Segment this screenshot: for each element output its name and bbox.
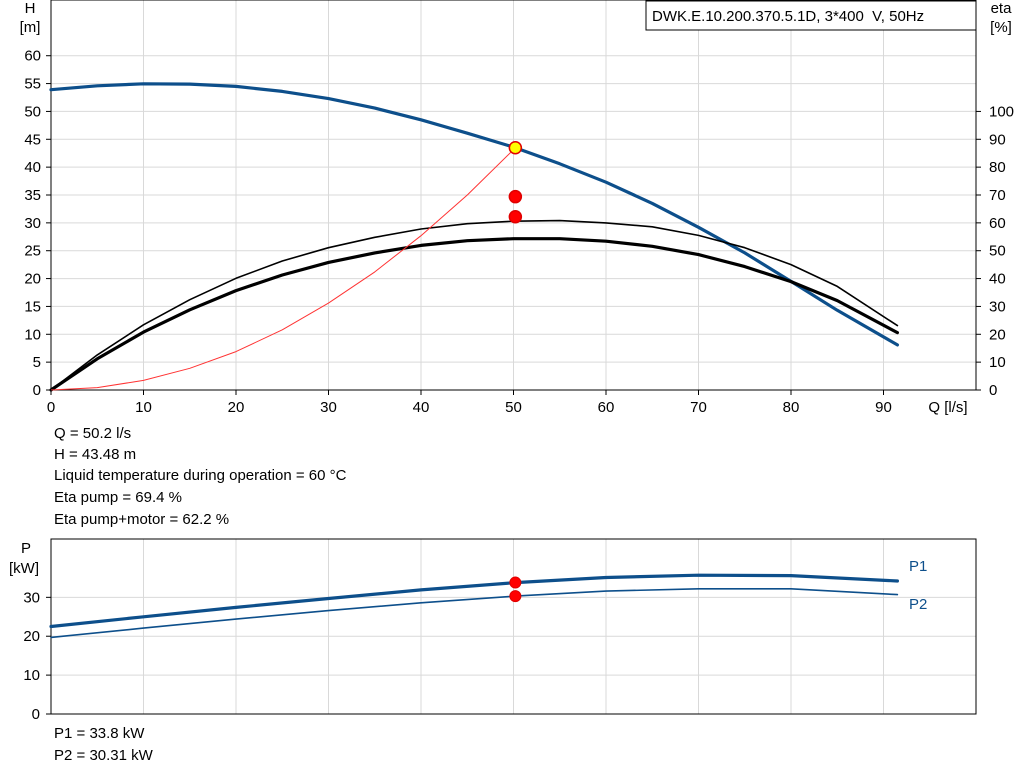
info-p2: P2 = 30.31 kW	[54, 747, 153, 764]
power-y-axis-label: P	[21, 540, 31, 557]
y2-tick-label: 80	[989, 159, 1006, 176]
x-tick-label: 70	[690, 399, 707, 416]
x-tick-label: 50	[505, 399, 522, 416]
x-tick-label: 80	[783, 399, 800, 416]
info-h: H = 43.48 m	[54, 446, 137, 463]
duty-point-p2	[509, 590, 522, 603]
y-tick-label: 20	[24, 271, 41, 288]
system-curve	[50, 147, 516, 391]
info-eta-pump-motor: Eta pump+motor = 62.2 %	[54, 511, 230, 528]
y-axis-unit: [m]	[20, 19, 41, 36]
y2-tick-label: 10	[989, 354, 1006, 371]
duty-point-p1	[509, 576, 522, 589]
power-y-tick-label: 20	[23, 628, 40, 645]
pump-performance-chart: 0 10 20 30 40 50 60 70 80 90 0 5 10 15 20 25 30 35 40 45 50 5…	[20, 0, 1014, 416]
y2-tick-label: 30	[989, 298, 1006, 315]
y-tick-label: 10	[24, 326, 41, 343]
legend-p2: P2	[909, 596, 927, 613]
duty-point-head	[508, 141, 523, 155]
x-axis-label: Q [l/s]	[928, 399, 967, 416]
duty-point-eta-pump-motor	[508, 209, 523, 224]
power-y-axis-unit: [kW]	[9, 560, 39, 577]
info-eta-pump: Eta pump = 69.4 %	[54, 489, 182, 506]
y-tick-label: 35	[24, 187, 41, 204]
power-duty-points	[509, 576, 522, 603]
info-liquid-temp: Liquid temperature during operation = 60…	[54, 467, 347, 484]
p1-curve	[49, 573, 899, 629]
y-tick-label: 5	[33, 354, 41, 371]
y2-tick-label: 100	[989, 103, 1014, 120]
y2-tick-label: 90	[989, 131, 1006, 148]
eta-pump-curve	[50, 219, 899, 391]
x-tick-label: 90	[875, 399, 892, 416]
y-tick-label: 25	[24, 243, 41, 260]
chart-title-box	[645, 0, 977, 31]
y2-tick-label: 50	[989, 243, 1006, 260]
y2-tick-label: 0	[989, 382, 997, 399]
y-tick-label: 50	[24, 103, 41, 120]
y-axis-label: H	[25, 0, 36, 17]
power-y-tick-label: 10	[23, 667, 40, 684]
y2-axis-label: eta	[991, 0, 1013, 17]
power-grid	[51, 539, 976, 714]
power-chart: 0 10 20 30 P [kW] P1 P2	[9, 538, 977, 720]
x-tick-label: 0	[47, 399, 55, 416]
chart-title: DWK.E.10.200.370.5.1D, 3*400 V, 50Hz	[652, 8, 924, 25]
y2-tick-label: 60	[989, 215, 1006, 232]
y-tick-label: 15	[24, 298, 41, 315]
x-tick-label: 40	[413, 399, 430, 416]
main-series-group	[49, 82, 899, 392]
y-tick-label: 45	[24, 131, 41, 148]
y-tick-label: 40	[24, 159, 41, 176]
power-tick-labels: 0 10 20 30	[23, 589, 51, 720]
y-tick-label: 0	[33, 382, 41, 399]
legend-p1: P1	[909, 558, 927, 575]
y2-tick-label: 40	[989, 271, 1006, 288]
duty-points	[508, 141, 523, 224]
x-tick-label: 10	[135, 399, 152, 416]
x-tick-label: 20	[228, 399, 245, 416]
info-q: Q = 50.2 l/s	[54, 425, 132, 442]
y2-axis-unit: [%]	[990, 19, 1012, 36]
power-series-group	[49, 573, 899, 639]
y2-tick-label: 20	[989, 326, 1006, 343]
power-y-tick-label: 0	[32, 706, 40, 720]
x-tick-label: 30	[320, 399, 337, 416]
head-curve	[49, 82, 899, 347]
y2-tick-label: 70	[989, 187, 1006, 204]
main-tick-labels: 0 10 20 30 40 50 60 70 80 90 0 5 10 15 20 25 30 35 40 45 50 5…	[24, 48, 1014, 416]
y-tick-label: 60	[24, 48, 41, 65]
y-tick-label: 30	[24, 215, 41, 232]
x-tick-label: 60	[598, 399, 615, 416]
duty-point-eta-pump	[508, 189, 523, 204]
p2-curve	[50, 588, 899, 639]
info-p1: P1 = 33.8 kW	[54, 725, 145, 742]
y-tick-label: 55	[24, 76, 41, 93]
power-y-tick-label: 30	[23, 589, 40, 606]
eta-pump-motor-curve	[49, 237, 899, 392]
